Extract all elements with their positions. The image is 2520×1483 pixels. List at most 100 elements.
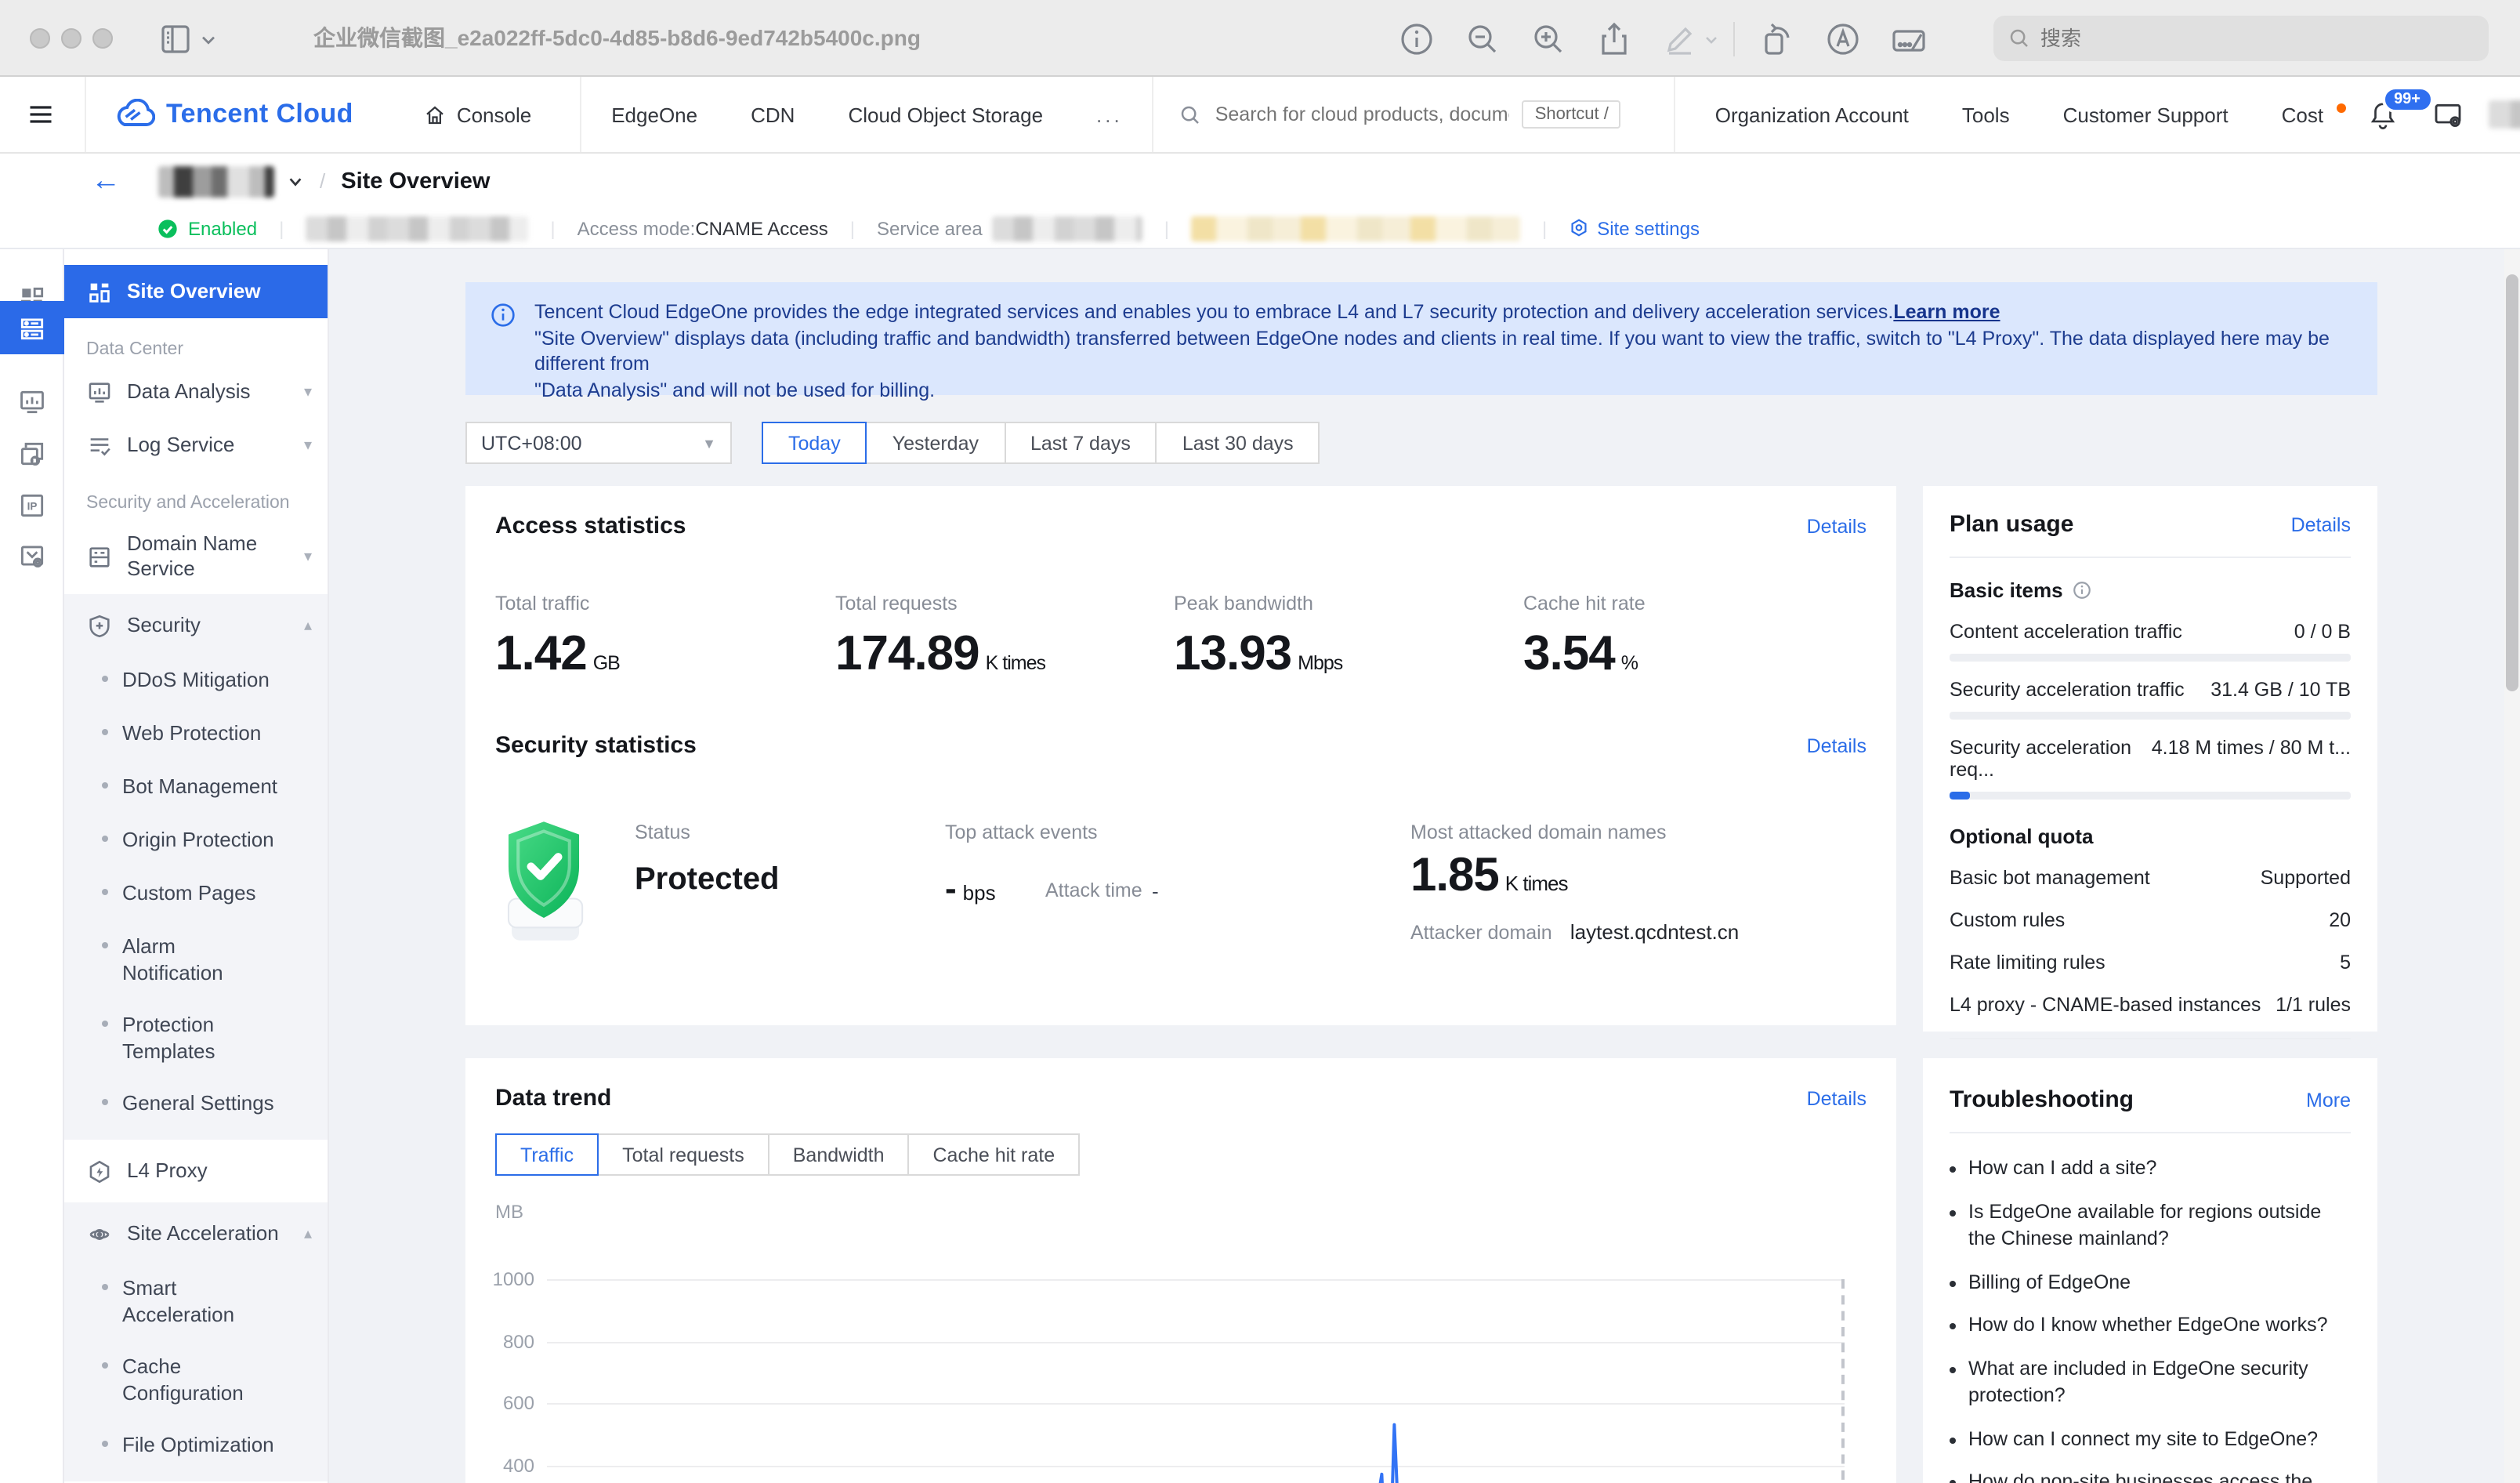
troubleshooting-more-link[interactable]: More: [2306, 1089, 2351, 1111]
faq-item[interactable]: How do I know whether EdgeOne works?: [1950, 1312, 2352, 1340]
tab-traffic[interactable]: Traffic: [495, 1133, 599, 1176]
faq-item[interactable]: Billing of EdgeOne: [1950, 1269, 2352, 1296]
security-statistics-details-link[interactable]: Details: [1807, 734, 1866, 756]
site-name-blurred: [158, 165, 274, 197]
titlebar-search-input[interactable]: [2040, 27, 2475, 50]
annotate-icon[interactable]: [1824, 20, 1862, 58]
sidebar-item-alarm-notification[interactable]: Alarm Notification: [64, 920, 268, 999]
page-scrollbar-track[interactable]: [2504, 249, 2520, 1483]
nav-item-cos[interactable]: Cloud Object Storage: [848, 103, 1043, 126]
faq-item[interactable]: How can I connect my site to EdgeOne?: [1950, 1426, 2352, 1453]
sidebar-item-log-service[interactable]: Log Service▾: [64, 419, 328, 472]
tab-cache-hit-rate[interactable]: Cache hit rate: [910, 1133, 1081, 1176]
nav-item-customer-support[interactable]: Customer Support: [2063, 103, 2229, 126]
sidebar-item-data-analysis[interactable]: Data Analysis▾: [64, 365, 328, 419]
access-statistics-details-link[interactable]: Details: [1807, 515, 1866, 537]
info-icon[interactable]: [2073, 580, 2093, 600]
plan-usage-details-link[interactable]: Details: [2291, 513, 2351, 535]
chevron-down-icon[interactable]: [197, 20, 219, 58]
site-settings-link[interactable]: Site settings: [1569, 217, 1700, 239]
pen-dropdown-chevron-icon[interactable]: [1702, 20, 1721, 58]
sidebar-item-l4-proxy[interactable]: L4 Proxy: [64, 1140, 328, 1202]
tab-total-requests[interactable]: Total requests: [599, 1133, 769, 1176]
sidebar-item-site-acceleration[interactable]: Site Acceleration▴: [64, 1206, 328, 1262]
top-attack-value: -bps: [945, 868, 996, 909]
sidebar-item-web-protection[interactable]: Web Protection: [64, 707, 328, 760]
nav-search-input[interactable]: [1215, 103, 1510, 125]
most-attacked-label: Most attacked domain names: [1410, 821, 1667, 843]
markup-icon[interactable]: [1890, 20, 1928, 58]
time-range-today[interactable]: Today: [762, 422, 867, 464]
rail-site-list-icon[interactable]: [0, 301, 64, 354]
banner-line2: "Site Overview" displays data (including…: [534, 325, 2352, 377]
highlight-pen-icon[interactable]: [1661, 20, 1699, 58]
faq-item[interactable]: How do non-site businesses access the Ed…: [1950, 1469, 2352, 1483]
time-range-last-30-days[interactable]: Last 30 days: [1157, 422, 1320, 464]
learn-more-link[interactable]: Learn more: [1893, 301, 2000, 323]
sidebar-item-bot-management[interactable]: Bot Management: [64, 760, 328, 814]
sidebar-item-custom-pages[interactable]: Custom Pages: [64, 867, 328, 920]
nav-item-cdn[interactable]: CDN: [751, 103, 795, 126]
sidebar-item-security[interactable]: Security▴: [64, 597, 328, 654]
nav-item-organization-account[interactable]: Organization Account: [1715, 103, 1909, 126]
page-scrollbar-thumb[interactable]: [2506, 274, 2518, 691]
nav-item-more[interactable]: ...: [1096, 103, 1123, 126]
sidebar-toggle-icon[interactable]: [157, 20, 194, 58]
sidebar-item-cache-configuration[interactable]: Cache Configuration: [64, 1340, 268, 1419]
info-icon[interactable]: [1398, 20, 1436, 58]
tab-bandwidth[interactable]: Bandwidth: [769, 1133, 910, 1176]
plan-row-custom-rules: Custom rules20: [1923, 909, 2377, 931]
tencent-cloud-logo[interactable]: Tencent Cloud: [114, 99, 353, 130]
stat-cache-hit-rate: Cache hit rate 3.54%: [1523, 593, 1646, 682]
faq-item[interactable]: Is EdgeOne available for regions outside…: [1950, 1198, 2352, 1253]
zoom-out-icon[interactable]: [1464, 20, 1501, 58]
plan-row-rate-limiting: Rate limiting rules5: [1923, 952, 2377, 974]
nav-item-tools[interactable]: Tools: [1962, 103, 2010, 126]
nav-search[interactable]: Shortcut /: [1179, 100, 1649, 129]
data-trend-panel: Data trend Details Traffic Total request…: [465, 1058, 1896, 1483]
data-trend-title: Data trend: [495, 1085, 611, 1111]
rail-ip-icon[interactable]: IP: [0, 480, 64, 530]
notifications-bell[interactable]: 99+: [2367, 100, 2397, 129]
time-range-last-7-days[interactable]: Last 7 days: [1005, 422, 1157, 464]
time-range-yesterday[interactable]: Yesterday: [867, 422, 1005, 464]
data-trend-details-link[interactable]: Details: [1807, 1087, 1866, 1109]
sidebar-item-origin-protection[interactable]: Origin Protection: [64, 814, 328, 867]
chevron-down-icon: ▾: [304, 437, 312, 454]
titlebar-search[interactable]: [1993, 16, 2489, 61]
zoom-in-icon[interactable]: [1530, 20, 1567, 58]
nav-item-cost[interactable]: Cost: [2282, 103, 2345, 126]
username-blurred: [2488, 100, 2520, 129]
shortcut-badge: Shortcut /: [1522, 100, 1621, 129]
zoom-window-button[interactable]: [92, 28, 113, 49]
rail-data-analysis-icon[interactable]: [0, 376, 64, 426]
faq-item[interactable]: How can I add a site?: [1950, 1155, 2352, 1183]
optional-quota-heading: Optional quota: [1923, 825, 2377, 848]
minimize-window-button[interactable]: [61, 28, 81, 49]
stat-total-requests: Total requests 174.89K times: [835, 593, 1174, 682]
share-icon[interactable]: [1595, 20, 1633, 58]
sidebar-item-site-overview[interactable]: Site Overview: [64, 265, 328, 318]
rotate-icon[interactable]: [1758, 20, 1796, 58]
faq-item[interactable]: What are included in EdgeOne security pr…: [1950, 1355, 2352, 1410]
sidebar-item-domain-name-service[interactable]: Domain Name Service▾: [64, 519, 328, 594]
hamburger-menu-icon[interactable]: [0, 100, 81, 129]
timezone-select[interactable]: UTC+08:00▼: [465, 422, 732, 464]
sidebar-item-ddos-mitigation[interactable]: DDoS Mitigation: [64, 654, 328, 707]
console-settings-icon[interactable]: [2431, 99, 2463, 130]
close-window-button[interactable]: [30, 28, 50, 49]
site-switch-chevron-icon[interactable]: [287, 172, 304, 190]
y-tick-label: 600: [465, 1392, 534, 1414]
banner-info-icon: [491, 303, 516, 328]
sidebar-item-file-optimization[interactable]: File Optimization: [64, 1419, 328, 1472]
sidebar-item-protection-templates[interactable]: Protection Templates: [64, 999, 268, 1077]
chevron-up-icon: ▴: [304, 617, 312, 634]
back-arrow-icon[interactable]: ←: [91, 166, 121, 196]
rail-log-icon[interactable]: [0, 428, 64, 478]
rail-origin-icon[interactable]: [0, 530, 64, 580]
sidebar-item-smart-acceleration[interactable]: Smart Acceleration: [64, 1262, 268, 1340]
nav-item-console[interactable]: Console: [424, 103, 531, 126]
nav-item-edgeone[interactable]: EdgeOne: [611, 103, 697, 126]
site-overview-icon: [86, 278, 113, 305]
sidebar-item-general-settings[interactable]: General Settings: [64, 1077, 328, 1130]
